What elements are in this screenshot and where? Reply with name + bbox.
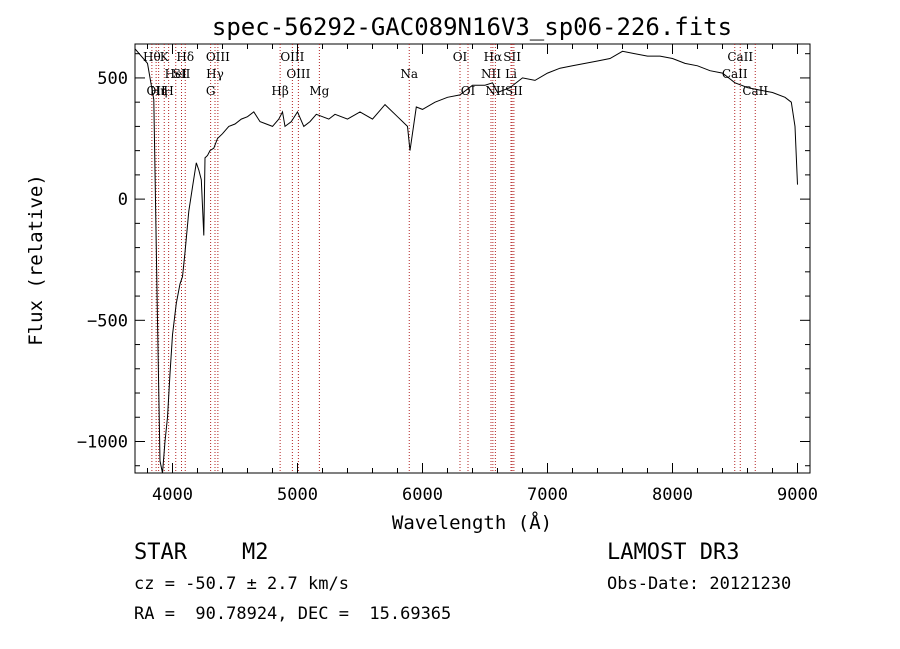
- x-tick-label: 4000: [152, 485, 193, 505]
- axis-ticks: 4000 5000 6000 7000 8000 9000 −1000 −500 0 500: [77, 44, 818, 505]
- line-label: Hη: [150, 84, 168, 98]
- y-axis-label: Flux (relative): [25, 174, 47, 346]
- x-tick-label: 8000: [652, 485, 693, 505]
- line-label: Hα: [484, 50, 503, 64]
- y-tick-label: 500: [97, 69, 128, 89]
- x-tick-label: 5000: [277, 485, 318, 505]
- line-label: OI: [461, 84, 476, 98]
- line-label: G: [206, 84, 216, 98]
- emission-line-labels: HθOIIHηKHHeISIIHδGHγOIIIHβOIIIOIIIMgNaOI…: [143, 50, 768, 98]
- x-tick-label: 7000: [527, 485, 568, 505]
- line-label: NII: [481, 67, 501, 81]
- line-label: Hβ: [271, 84, 288, 98]
- x-tick-label: 6000: [402, 485, 443, 505]
- line-label: Hθ: [143, 50, 161, 64]
- line-label: Hγ: [206, 67, 224, 81]
- line-label: SII: [173, 67, 191, 81]
- y-tick-label: −1000: [77, 432, 128, 452]
- line-label: CaII: [722, 67, 748, 81]
- spectrum-line: [134, 48, 798, 474]
- line-label: K: [160, 50, 170, 64]
- line-label: OI: [453, 50, 468, 64]
- emission-line-markers: [151, 44, 756, 473]
- x-tick-label: 9000: [777, 485, 818, 505]
- line-label: SII: [505, 84, 523, 98]
- line-label: HeI: [165, 67, 188, 81]
- line-label: H: [163, 84, 173, 98]
- x-axis-label: Wavelength (Å): [392, 511, 552, 534]
- line-label: Na: [400, 67, 418, 81]
- survey-name: LAMOST DR3: [607, 540, 740, 565]
- observation-date: Obs-Date: 20121230: [607, 574, 792, 594]
- line-label: Li: [505, 67, 517, 81]
- redshift-velocity: cz = -50.7 ± 2.7 km/s: [134, 574, 349, 594]
- line-label: Mg: [309, 84, 329, 98]
- plot-frame: [134, 43, 811, 474]
- y-tick-label: 0: [118, 190, 128, 210]
- chart-title: spec-56292-GAC089N16V3_sp06-226.fits: [212, 13, 732, 41]
- line-label: Hδ: [176, 50, 194, 64]
- line-label: OIII: [280, 50, 304, 64]
- line-label: OIII: [286, 67, 310, 81]
- line-label: SII: [503, 50, 521, 64]
- line-label: NII: [485, 84, 505, 98]
- object-class: STAR: [134, 540, 187, 565]
- y-tick-label: −500: [87, 311, 128, 331]
- coordinates: RA = 90.78924, DEC = 15.69365: [134, 604, 452, 624]
- line-label: CaII: [727, 50, 753, 64]
- line-label: OIII: [206, 50, 230, 64]
- object-subclass: M2: [242, 540, 269, 565]
